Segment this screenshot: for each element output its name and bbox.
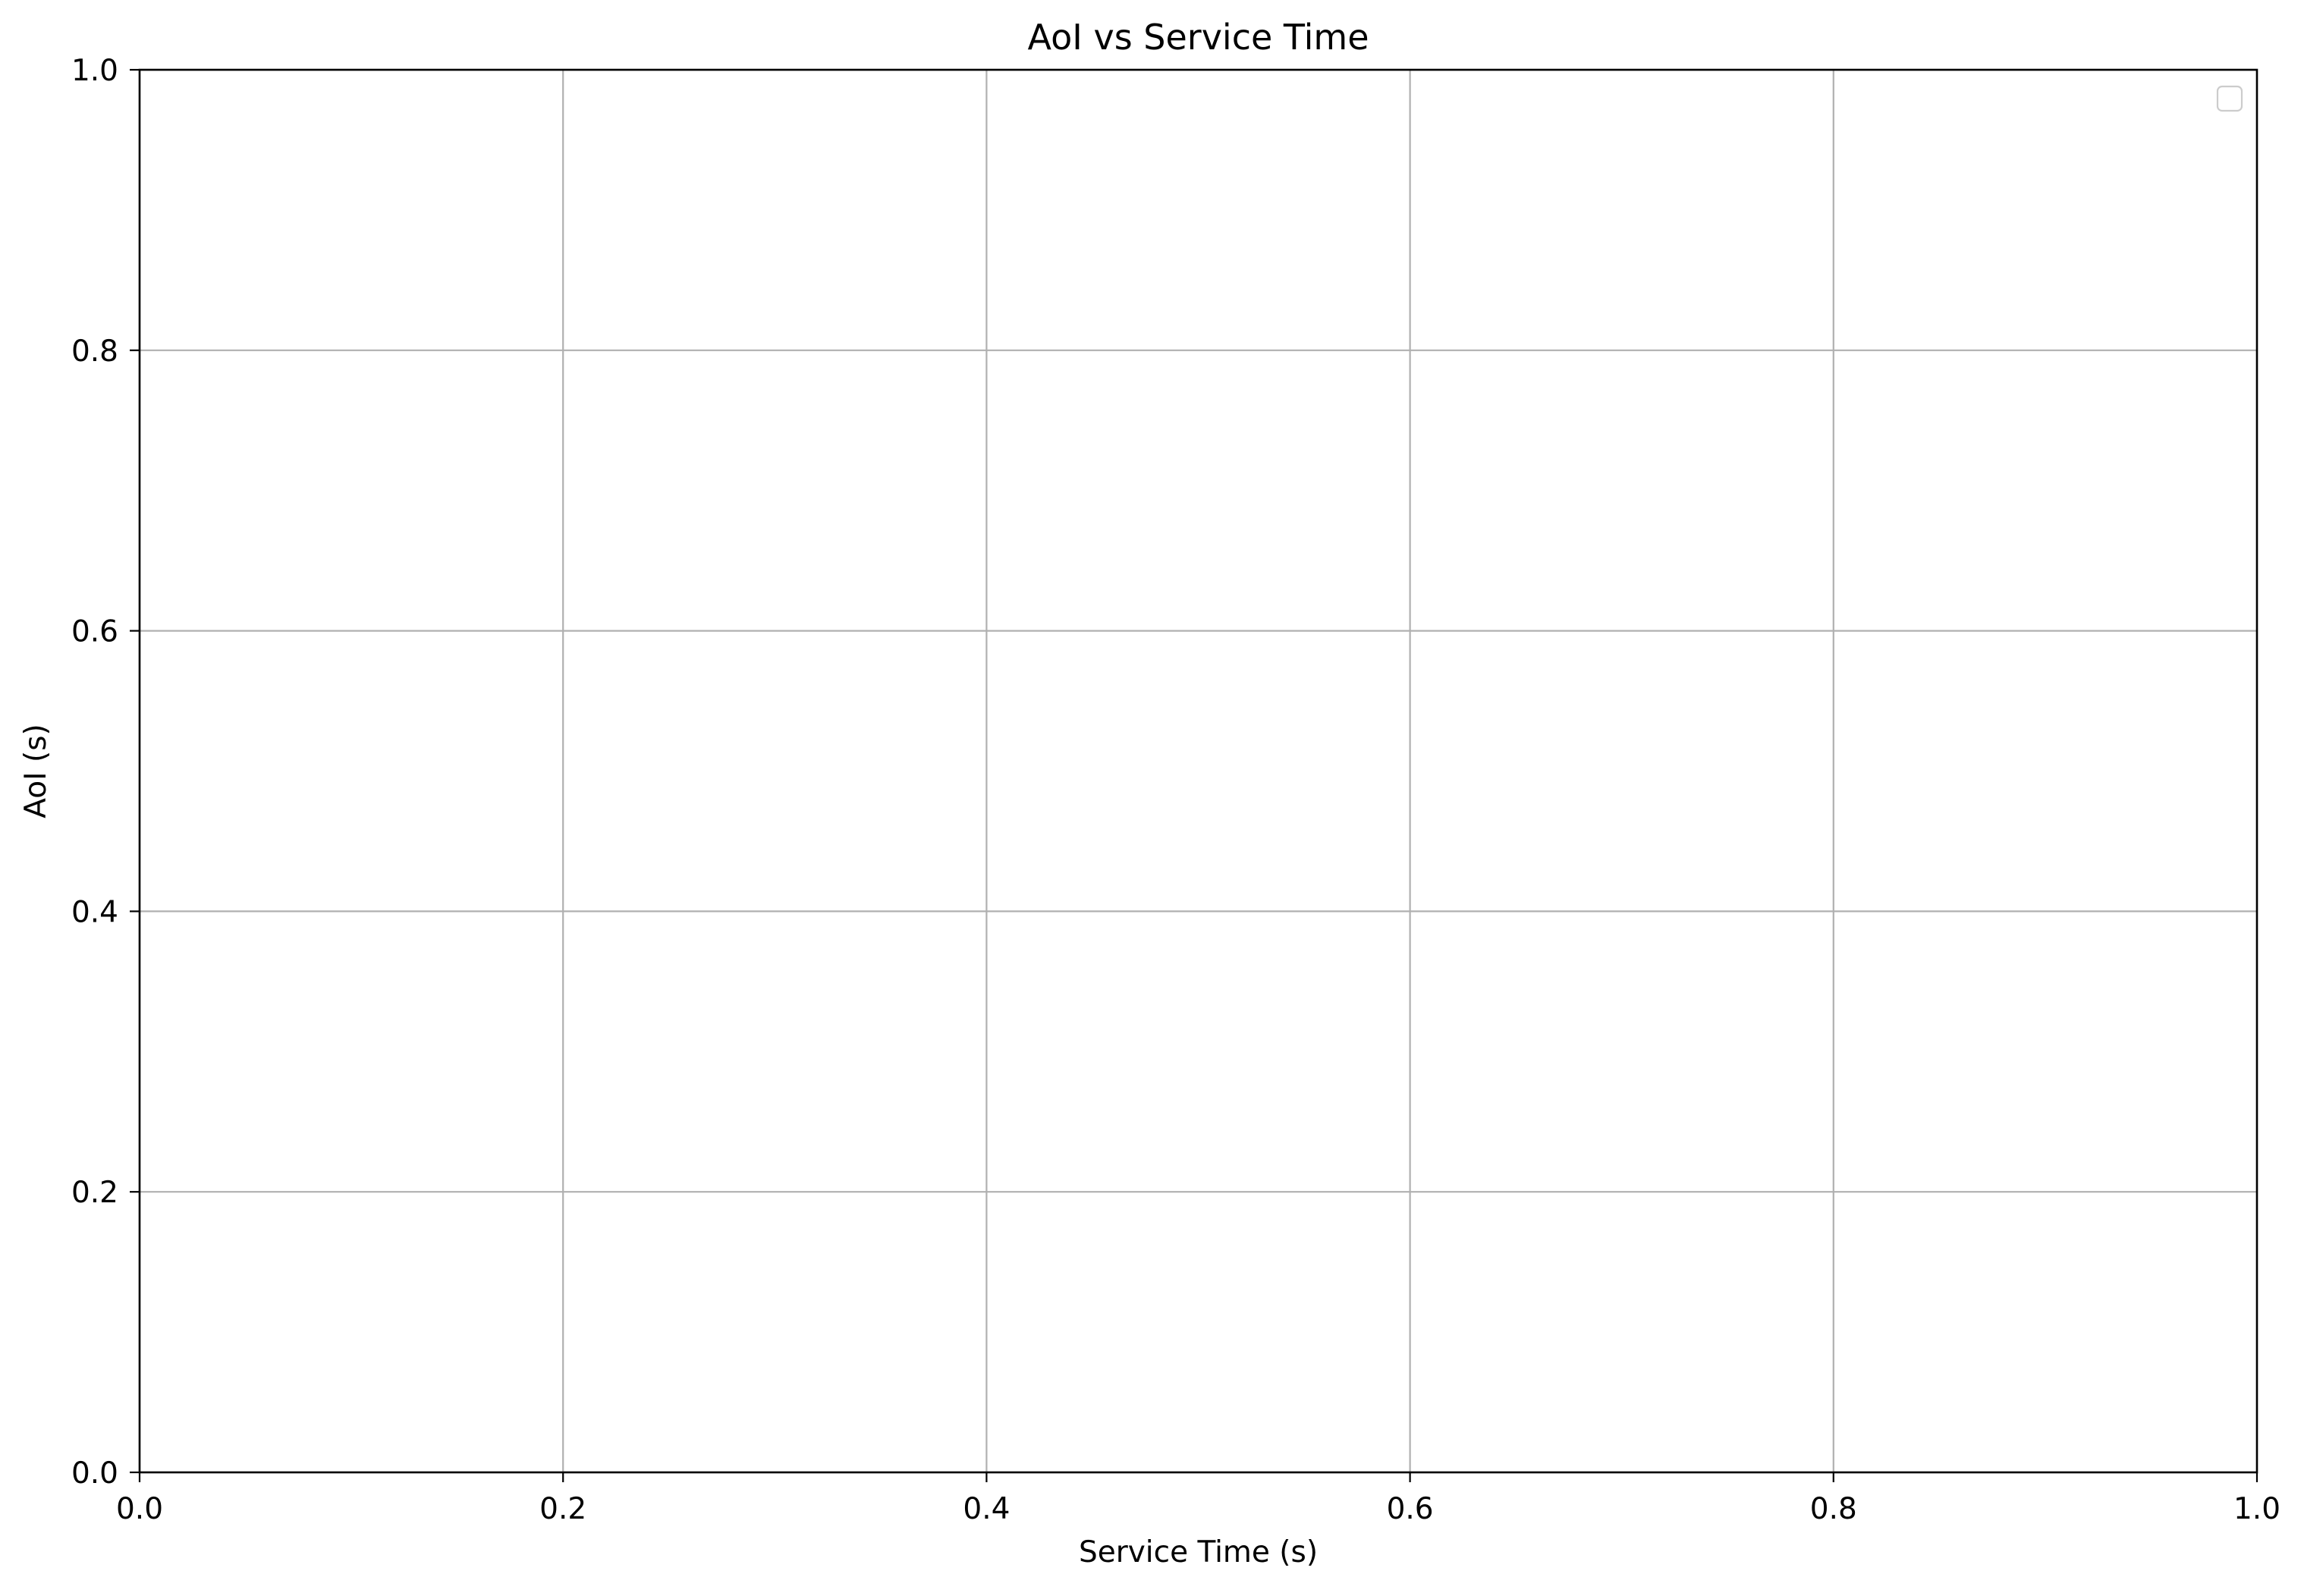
y-tick-label: 0.0 [71, 1456, 118, 1491]
x-tick-label: 1.0 [2233, 1492, 2280, 1526]
chart-title: AoI vs Service Time [1027, 17, 1369, 58]
x-tick-label: 0.8 [1810, 1492, 1857, 1526]
y-tick-label: 0.4 [71, 895, 118, 929]
x-axis-label: Service Time (s) [1079, 1535, 1318, 1569]
axes-frame [138, 68, 2258, 1474]
x-tick-label: 0.2 [539, 1492, 586, 1526]
y-tick-label: 0.6 [71, 615, 118, 649]
y-tick-label: 0.8 [71, 335, 118, 369]
y-axis-label: AoI (s) [19, 724, 53, 818]
y-tick-label: 1.0 [71, 54, 118, 88]
legend-box [2216, 85, 2243, 112]
ticks: 0.0 0.2 0.4 0.6 0.8 1.0 0.0 0.2 0.4 0.6 0.8 1.0 [71, 54, 2280, 1526]
x-tick-label: 0.0 [116, 1492, 163, 1526]
y-tick-label: 0.2 [71, 1176, 118, 1210]
x-tick-label: 0.6 [1387, 1492, 1434, 1526]
x-tick-label: 0.4 [963, 1492, 1010, 1526]
